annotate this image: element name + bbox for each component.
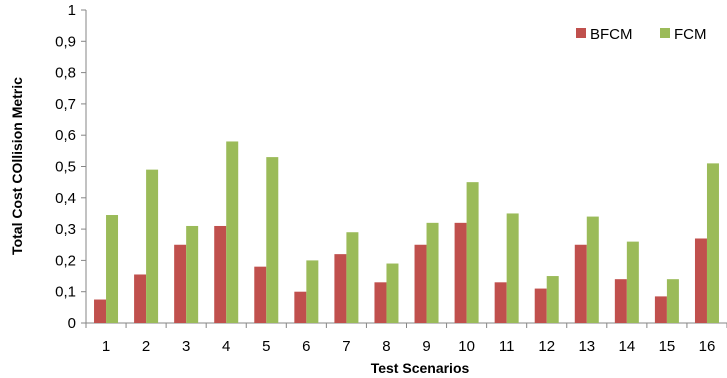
fcm-bar-2	[146, 169, 159, 323]
y-tick-label: 0,4	[55, 190, 76, 207]
y-axis-title: Total Cost COllision Metric	[9, 77, 25, 255]
fcm-bar-4	[226, 141, 239, 323]
legend-swatch-bfcm	[576, 28, 586, 38]
x-tick-label: 8	[382, 338, 390, 355]
y-tick-label: 0,3	[55, 221, 76, 238]
fcm-bar-12	[546, 276, 559, 323]
bfcm-bar-16	[694, 238, 707, 323]
x-tick-label: 3	[182, 338, 190, 355]
bfcm-bar-1	[94, 299, 107, 323]
y-tick-label: 0,8	[55, 65, 76, 82]
x-tick-label: 4	[222, 338, 230, 355]
y-tick-label: 0,2	[55, 252, 76, 269]
x-tick-label: 7	[342, 338, 350, 355]
x-tick-label: 15	[659, 338, 676, 355]
bfcm-bar-4	[214, 225, 227, 323]
x-tick-label: 1	[102, 338, 110, 355]
bfcm-bar-10	[454, 222, 467, 323]
bars	[94, 141, 719, 323]
x-tick-label: 14	[619, 338, 636, 355]
x-tick-label: 6	[302, 338, 310, 355]
bfcm-bar-5	[254, 266, 267, 323]
fcm-bar-5	[266, 157, 279, 323]
x-axis-title: Test Scenarios	[371, 360, 470, 376]
fcm-bar-10	[466, 182, 479, 323]
legend-swatch-fcm	[660, 28, 670, 38]
fcm-bar-15	[666, 279, 679, 323]
x-tick-label: 11	[499, 338, 515, 355]
y-tick-label: 0	[68, 315, 76, 332]
fcm-bar-1	[106, 215, 119, 323]
bfcm-bar-3	[174, 244, 187, 323]
bfcm-bar-12	[534, 288, 547, 323]
fcm-bar-11	[506, 213, 519, 323]
y-tick-label: 1	[68, 2, 76, 19]
x-tick-label: 13	[578, 338, 595, 355]
fcm-bar-7	[346, 232, 359, 323]
x-tick-label: 10	[458, 338, 475, 355]
bfcm-bar-9	[414, 244, 427, 323]
y-axis: 0 0,1 0,2 0,3 0,4 0,5 0,6 0,7 0,8 0,9 1	[55, 2, 87, 332]
bfcm-bar-8	[374, 282, 387, 323]
bfcm-bar-7	[334, 254, 347, 323]
bfcm-bar-6	[294, 291, 307, 323]
legend: BFCM FCM	[576, 26, 707, 43]
x-tick-label: 12	[538, 338, 555, 355]
x-axis: 1 2 3 4 5 6 7 8 9 10 11 12 13 14 15 16	[85, 322, 727, 355]
fcm-bar-6	[306, 260, 319, 323]
legend-label-fcm: FCM	[674, 26, 707, 43]
x-tick-label: 9	[422, 338, 430, 355]
fcm-bar-9	[426, 222, 439, 323]
legend-label-bfcm: BFCM	[590, 26, 633, 43]
bfcm-bar-11	[494, 282, 507, 323]
fcm-bar-13	[586, 216, 599, 323]
y-tick-label: 0,7	[55, 96, 76, 113]
x-tick-label: 2	[142, 338, 150, 355]
y-tick-label: 0,5	[55, 159, 76, 176]
x-tick-label: 5	[262, 338, 270, 355]
fcm-bar-8	[386, 263, 399, 323]
bfcm-bar-13	[574, 244, 587, 323]
y-tick-label: 0,6	[55, 127, 76, 144]
bfcm-bar-15	[654, 296, 667, 323]
fcm-bar-3	[186, 225, 199, 323]
fcm-bar-14	[626, 241, 639, 323]
y-tick-label: 0,9	[55, 33, 76, 50]
y-tick-label: 0,1	[55, 284, 76, 301]
bfcm-bar-14	[614, 279, 627, 323]
bfcm-bar-2	[134, 274, 147, 323]
fcm-bar-16	[706, 163, 719, 323]
x-tick-label: 16	[699, 338, 716, 355]
